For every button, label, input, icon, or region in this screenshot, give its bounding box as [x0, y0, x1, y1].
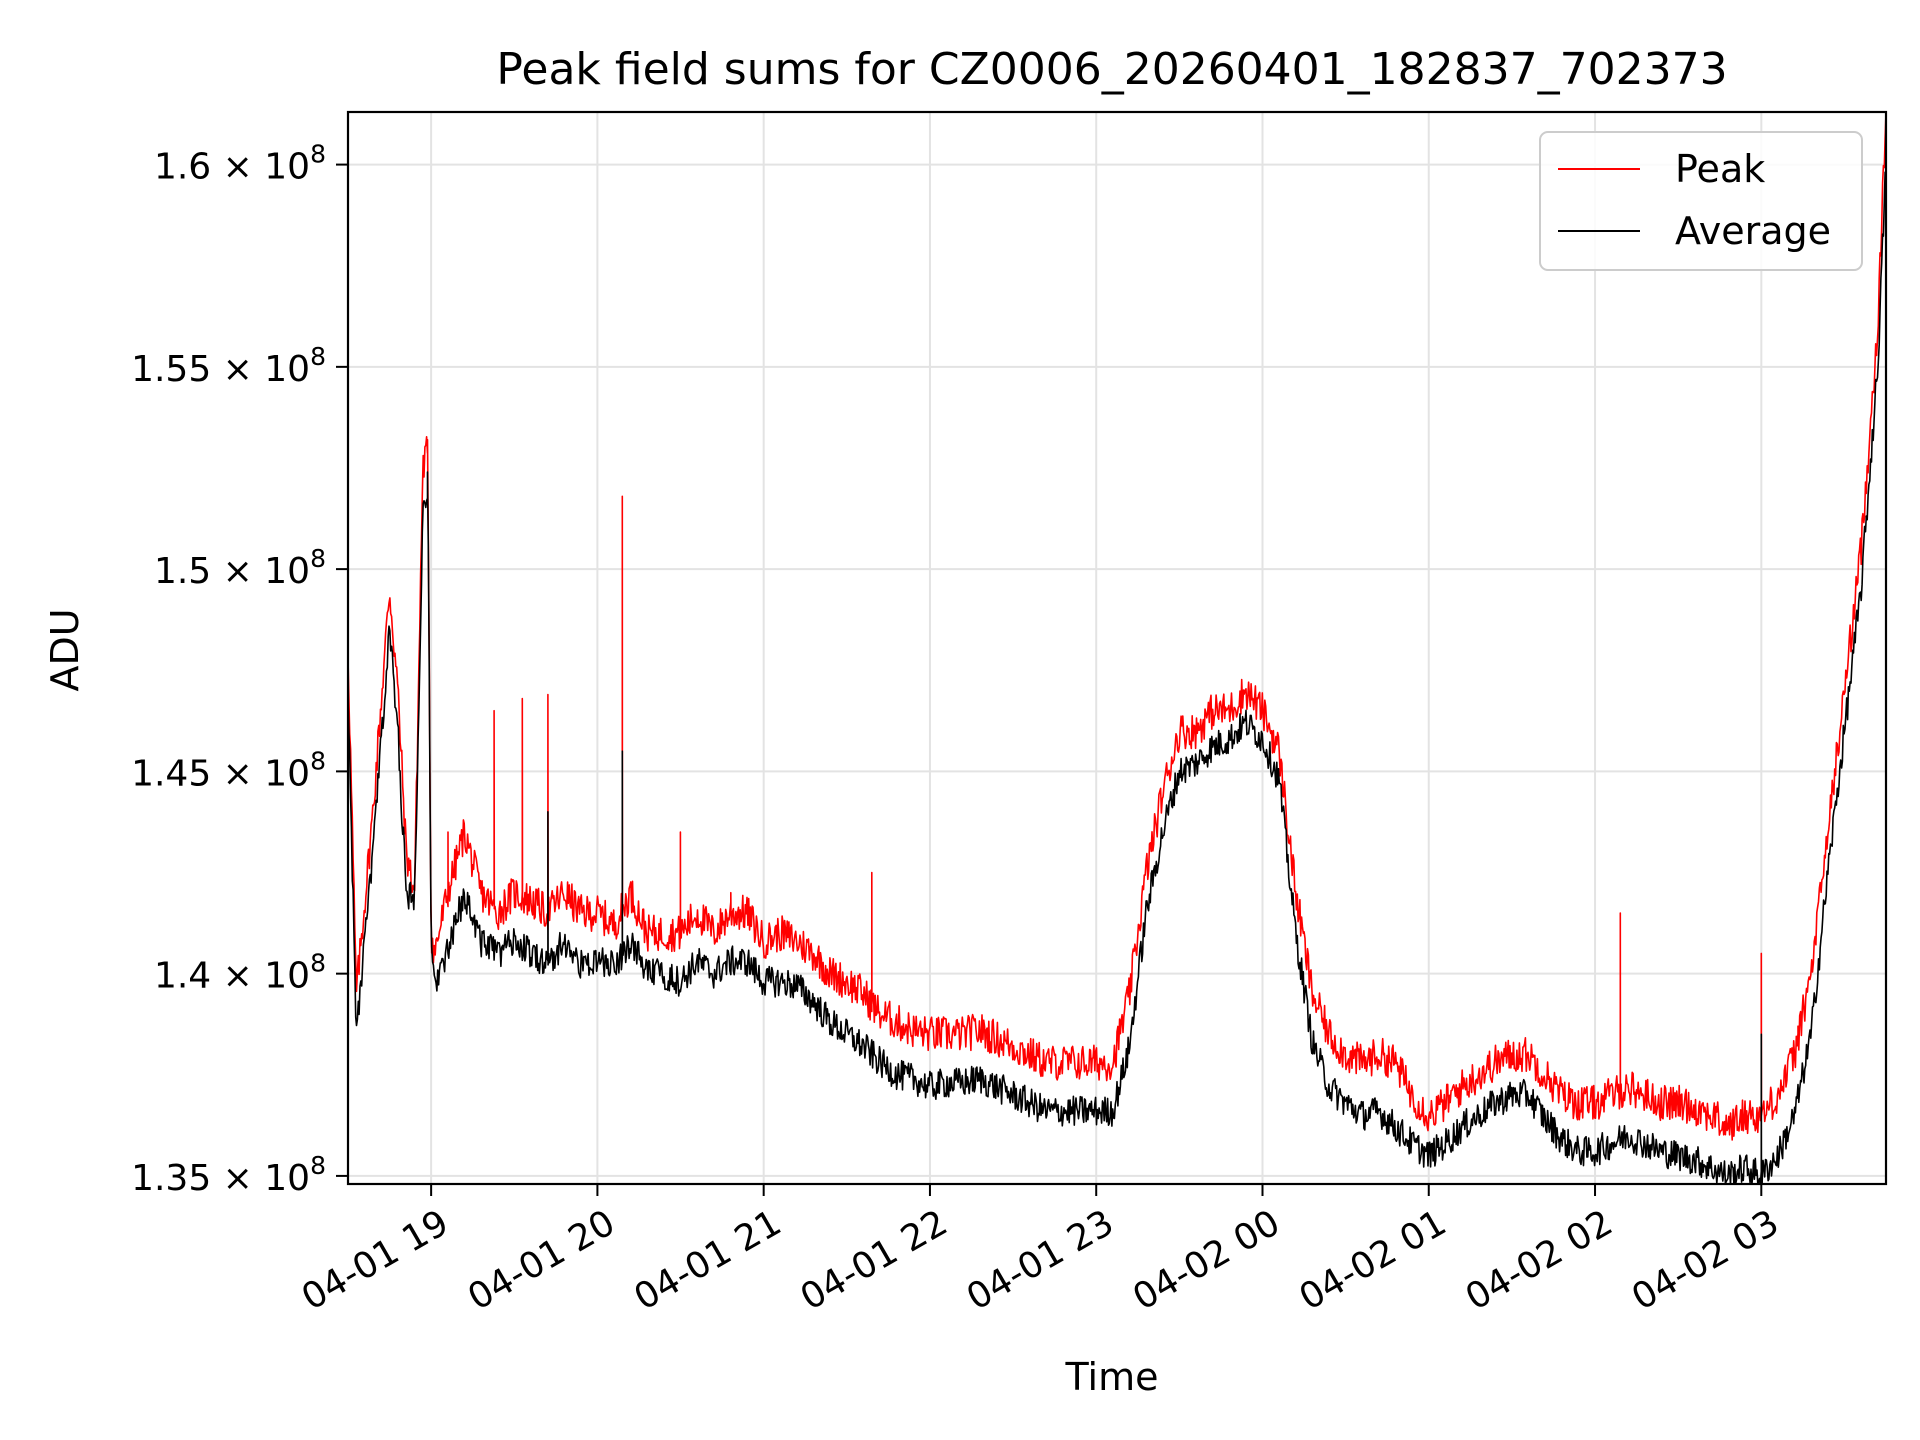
x-tick-label: 04-01 19 — [295, 1202, 456, 1318]
x-axis-label: Time — [1065, 1355, 1159, 1399]
legend-label-peak: Peak — [1675, 147, 1765, 191]
chart-title: Peak field sums for CZ0006_20260401_1828… — [496, 44, 1727, 95]
x-tick-label: 04-01 22 — [794, 1202, 955, 1318]
y-tick-label: 1.6 × 108 — [154, 140, 326, 188]
x-tick-label: 04-01 21 — [628, 1202, 789, 1318]
legend-box — [1539, 131, 1863, 271]
y-tick-label: 1.4 × 108 — [154, 949, 326, 997]
y-tick-label: 1.45 × 108 — [131, 746, 326, 794]
grid-lines — [348, 112, 1886, 1184]
legend-label-average: Average — [1675, 209, 1831, 253]
legend: Peak Average — [1539, 131, 1863, 271]
series-line-peak — [347, 111, 1887, 1141]
y-axis-ticks: 1.35 × 108 1.4 × 108 1.45 × 108 1.5 × 108 1.… — [131, 140, 348, 1199]
x-tick-label: 04-02 02 — [1459, 1202, 1620, 1318]
x-tick-label: 04-01 23 — [960, 1202, 1121, 1318]
x-tick-label: 04-01 20 — [461, 1202, 622, 1318]
x-tick-label: 04-02 00 — [1126, 1202, 1287, 1318]
y-tick-label: 1.35 × 108 — [131, 1151, 326, 1199]
y-tick-label: 1.5 × 108 — [154, 544, 326, 592]
plot-frame — [346, 110, 1888, 1186]
y-axis-label: ADU — [43, 608, 87, 691]
x-axis-ticks: 04-01 19 04-01 20 04-01 21 04-01 22 04-01 23… — [295, 1184, 1786, 1319]
series-line-average — [347, 171, 1887, 1185]
x-tick-label: 04-02 01 — [1293, 1202, 1454, 1318]
y-tick-label: 1.55 × 108 — [131, 342, 326, 390]
x-tick-label: 04-02 03 — [1625, 1202, 1786, 1318]
series-lines — [347, 111, 1887, 1185]
